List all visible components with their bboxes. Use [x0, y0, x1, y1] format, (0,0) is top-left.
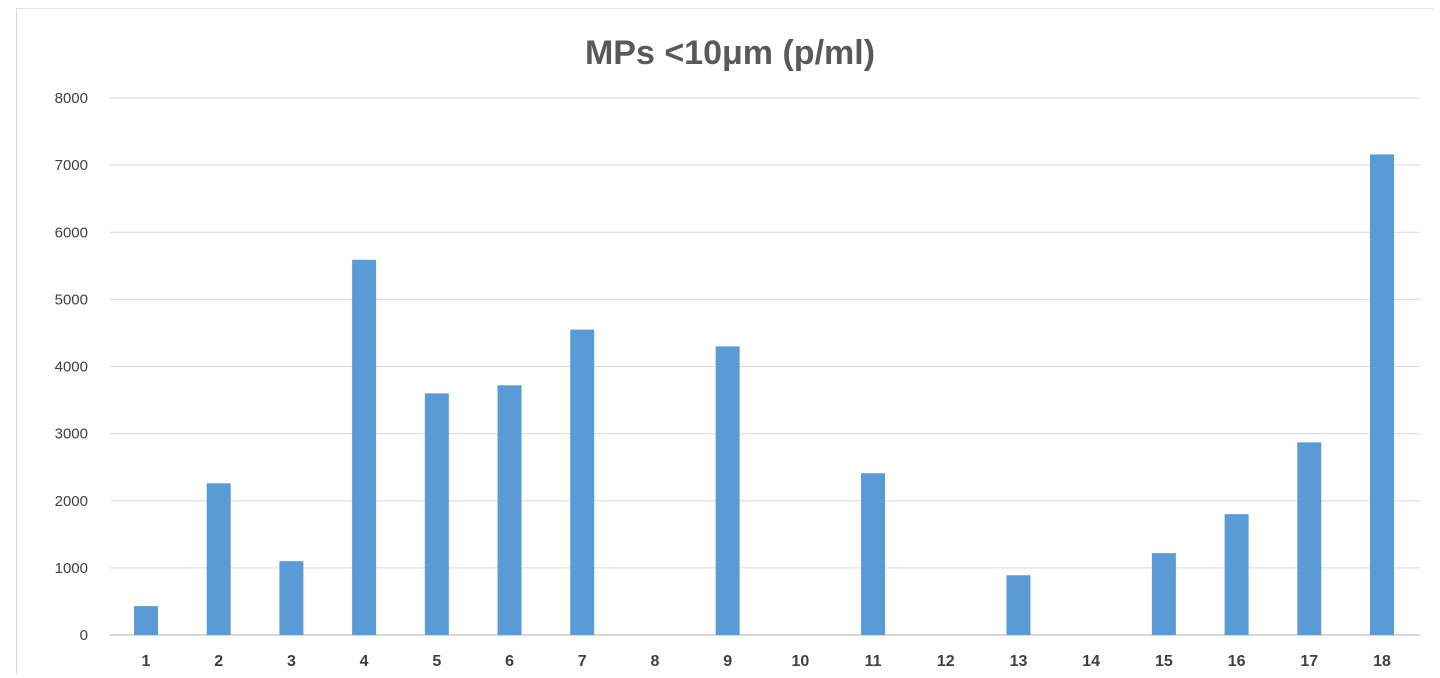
bar-1: [134, 606, 158, 635]
x-tick-label: 1: [142, 653, 151, 670]
x-tick-label: 7: [578, 653, 587, 670]
bar-5: [424, 393, 449, 635]
x-tick-label: 2: [214, 653, 223, 670]
x-tick-label: 3: [287, 653, 296, 670]
bar-11: [861, 473, 886, 635]
x-tick-label: 13: [1010, 653, 1028, 670]
y-tick-label: 7000: [55, 157, 88, 174]
bar-2: [206, 483, 231, 635]
bar-18: [1370, 154, 1394, 635]
y-axis-ticks: 0 1000 2000 3000 4000 5000 6000 7000 8000: [55, 90, 88, 644]
x-tick-label: 14: [1082, 653, 1100, 670]
bar-17: [1297, 442, 1322, 635]
gridlines: [110, 97, 1420, 636]
y-tick-label: 5000: [55, 291, 88, 308]
x-tick-label: 11: [865, 653, 882, 670]
x-tick-label: 12: [937, 653, 955, 670]
bar-16: [1224, 514, 1249, 635]
chart-title: MPs <10μm (p/ml): [585, 34, 875, 72]
bar-13: [1006, 575, 1031, 635]
bar-7: [570, 329, 595, 635]
x-tick-label: 16: [1228, 653, 1246, 670]
x-tick-label: 17: [1300, 653, 1318, 670]
x-tick-label: 6: [505, 653, 514, 670]
y-tick-label: 2000: [55, 493, 88, 510]
bar-9: [715, 346, 740, 635]
x-tick-label: 5: [432, 653, 441, 670]
y-tick-label: 0: [80, 627, 88, 644]
bars: [134, 154, 1394, 635]
x-tick-label: 4: [360, 653, 369, 670]
x-tick-label: 8: [650, 653, 659, 670]
x-tick-label: 10: [791, 653, 809, 670]
bar-3: [279, 561, 304, 635]
bar-4: [352, 259, 377, 635]
x-axis-ticks: 1 2 3 4 5 6 7 8 9 10 11 12 13 14 15 16 17 18: [142, 653, 1391, 670]
y-tick-label: 4000: [55, 359, 88, 376]
y-tick-label: 1000: [55, 560, 88, 577]
bar-15: [1151, 553, 1176, 635]
chart-frame: [16, 8, 1434, 674]
x-tick-label: 15: [1155, 653, 1173, 670]
y-tick-label: 3000: [55, 426, 88, 443]
y-tick-label: 6000: [55, 224, 88, 241]
x-tick-label: 18: [1373, 653, 1391, 670]
x-tick-label: 9: [723, 653, 732, 670]
y-tick-label: 8000: [55, 90, 88, 107]
bar-6: [497, 385, 522, 635]
